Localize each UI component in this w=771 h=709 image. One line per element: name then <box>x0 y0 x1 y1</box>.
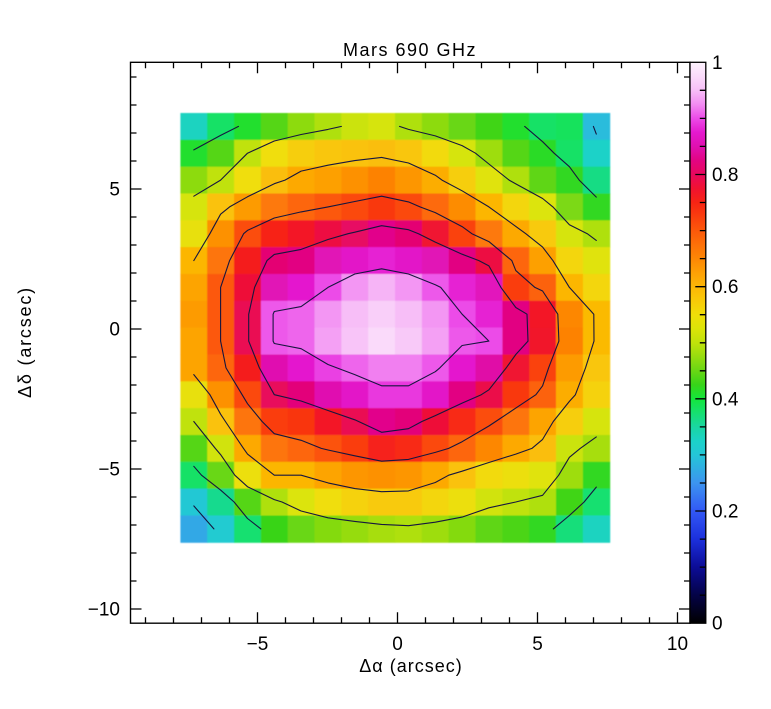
svg-text:−10: −10 <box>88 600 120 621</box>
svg-text:0: 0 <box>109 320 120 341</box>
svg-text:5: 5 <box>109 180 120 201</box>
svg-text:0: 0 <box>712 614 723 635</box>
svg-text:−5: −5 <box>98 460 120 481</box>
svg-text:0.2: 0.2 <box>712 502 738 523</box>
svg-text:−5: −5 <box>247 634 269 655</box>
svg-text:Δα (arcsec): Δα (arcsec) <box>359 656 462 676</box>
svg-text:0: 0 <box>392 634 403 655</box>
svg-text:1: 1 <box>712 53 723 74</box>
svg-text:0.8: 0.8 <box>712 165 738 186</box>
svg-text:10: 10 <box>667 634 688 655</box>
svg-text:Δδ (arcsec): Δδ (arcsec) <box>15 286 35 398</box>
svg-text:0.4: 0.4 <box>712 389 739 410</box>
svg-text:5: 5 <box>532 634 543 655</box>
svg-text:Mars 690 GHz: Mars 690 GHz <box>343 40 477 60</box>
svg-text:0.6: 0.6 <box>712 277 738 298</box>
